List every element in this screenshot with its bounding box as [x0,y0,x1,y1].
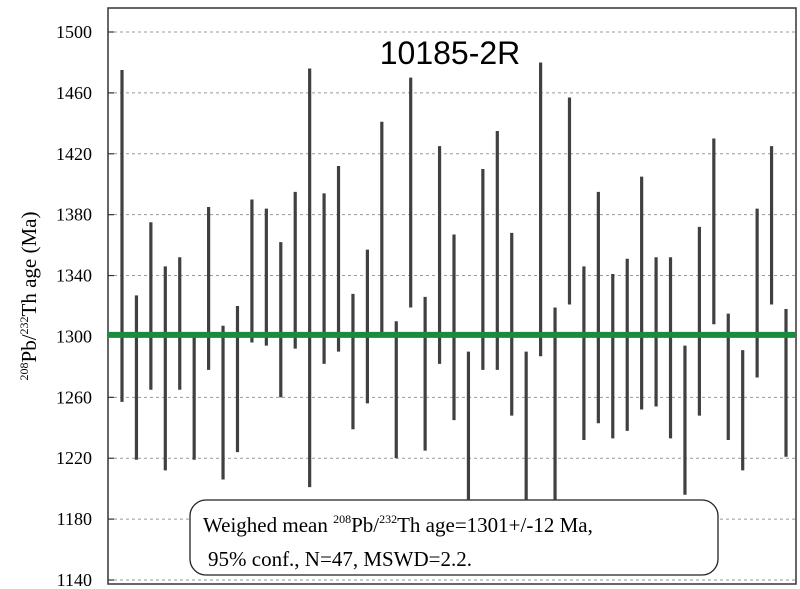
chart-title: 10185-2R [380,35,521,71]
y-label-part: 208 [17,362,31,380]
y-label-part: Pb/ [17,334,41,362]
annotation-part: Th age=1301+/-12 Ma, [397,513,593,537]
annotation-box [189,499,719,576]
plot-frame [107,7,797,585]
annotation-part: 208 [333,512,351,526]
annotation: Weighed mean 208Pb/232Th age=1301+/-12 M… [203,512,593,537]
annotation-part: 232 [379,512,397,526]
y-tick-label: 1220 [56,448,92,468]
y-tick-label: 1260 [56,387,92,407]
y-tick-label: 1420 [56,144,92,164]
y-tick-label: 1180 [57,509,92,529]
y-label-part: 232 [17,316,31,334]
y-axis-label: 208Pb/232Th age (Ma) [17,212,41,381]
y-tick-label: 1460 [56,83,92,103]
y-tick-label: 1500 [56,22,92,42]
y-tick-label: 1340 [56,266,92,286]
annotation-part: Weighed mean [203,513,333,537]
annotation-part: Pb/ [351,513,379,537]
y-label-part: Th age (Ma) [17,212,41,317]
y-tick-label: 1300 [56,326,92,346]
annotation-part: 95% conf., N=47, MSWD=2.2. [208,547,472,571]
y-tick-label: 1380 [56,205,92,225]
annotation: 95% conf., N=47, MSWD=2.2. [208,547,472,571]
y-tick-label: 1140 [57,570,92,589]
